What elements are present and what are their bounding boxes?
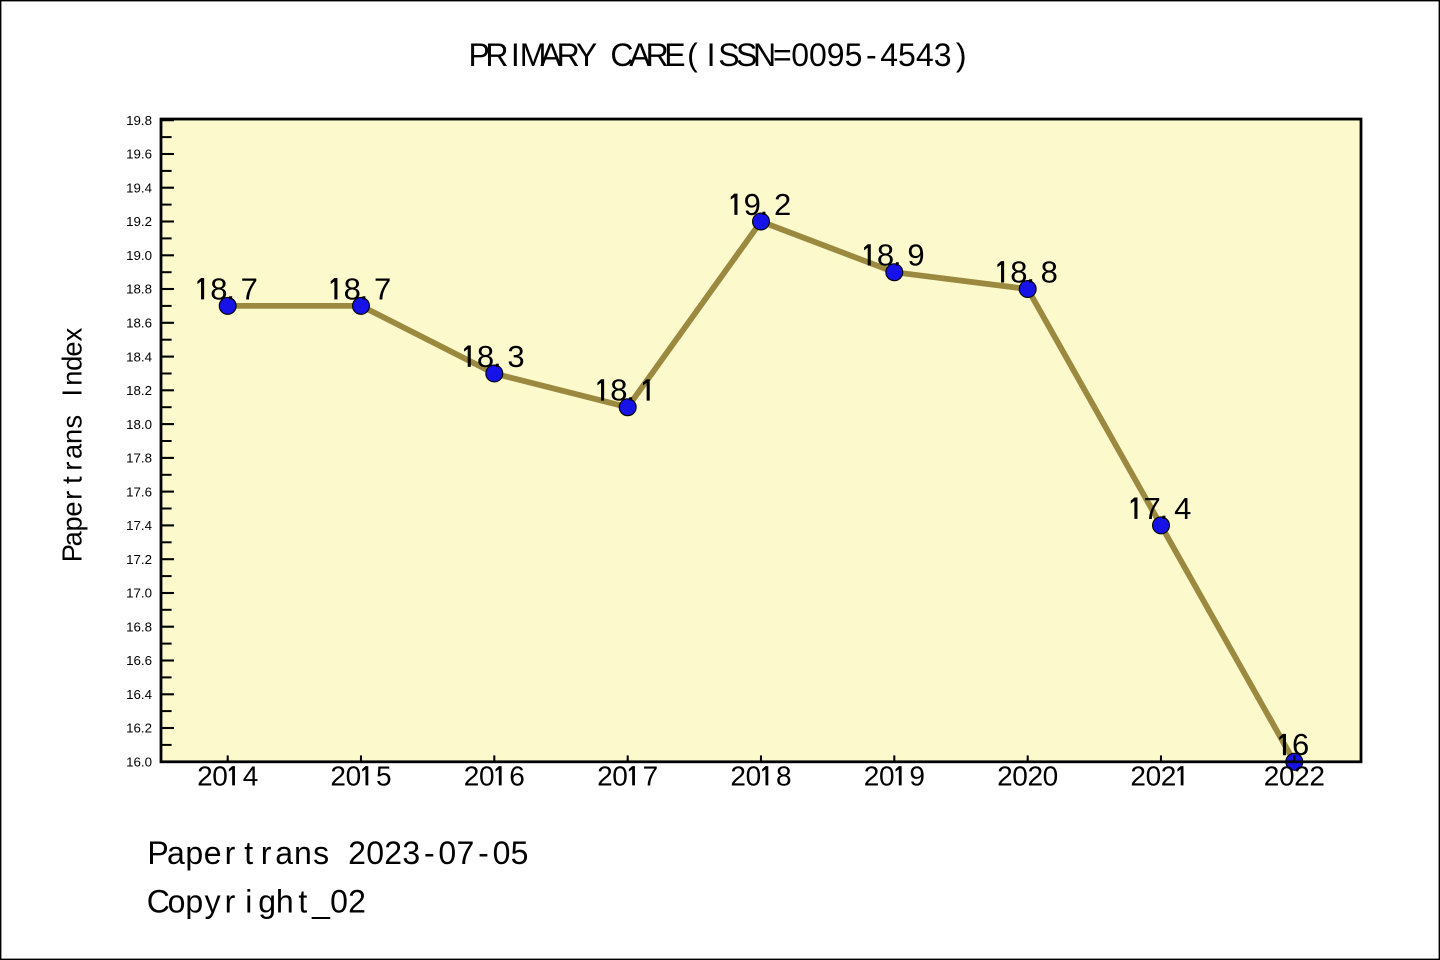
svg-text:8.: 8. <box>610 373 635 408</box>
svg-text:8.7: 8.7 <box>210 271 258 306</box>
svg-text:PRIMARYCARE(ISSN=0095-4543): PRIMARYCARE(ISSN=0095-4543) <box>469 37 967 73</box>
svg-text:17.6: 17.6 <box>126 484 152 499</box>
svg-text:6: 6 <box>1292 727 1309 762</box>
svg-text:8.9: 8.9 <box>877 238 925 273</box>
svg-text:207: 207 <box>597 760 658 791</box>
svg-text:206: 206 <box>464 760 525 791</box>
svg-text:8.3: 8.3 <box>477 339 525 374</box>
svg-text:18.4: 18.4 <box>126 349 152 364</box>
svg-text:18.0: 18.0 <box>126 417 152 432</box>
svg-text:209: 209 <box>864 760 925 791</box>
svg-text:208: 208 <box>730 760 791 791</box>
svg-text:19.0: 19.0 <box>126 248 152 263</box>
svg-text:17.8: 17.8 <box>126 451 152 466</box>
svg-text:2022: 2022 <box>1264 760 1325 791</box>
svg-text:16.2: 16.2 <box>126 721 152 736</box>
svg-text:205: 205 <box>330 760 391 791</box>
svg-text:19.4: 19.4 <box>126 180 152 195</box>
svg-text:16.6: 16.6 <box>126 653 152 668</box>
svg-text:204: 204 <box>197 760 258 791</box>
svg-text:7.4: 7.4 <box>1144 491 1192 526</box>
svg-text:19.8: 19.8 <box>126 113 152 128</box>
svg-text:PapertransIndex: PapertransIndex <box>56 327 87 562</box>
svg-text:9.2: 9.2 <box>744 187 792 222</box>
svg-text:19.2: 19.2 <box>126 214 152 229</box>
svg-text:202: 202 <box>1130 760 1176 791</box>
svg-text:17.0: 17.0 <box>126 586 152 601</box>
svg-text:8.7: 8.7 <box>344 271 392 306</box>
svg-text:8.8: 8.8 <box>1010 254 1058 289</box>
svg-text:18.2: 18.2 <box>126 383 152 398</box>
svg-text:16.4: 16.4 <box>126 687 152 702</box>
svg-text:17.4: 17.4 <box>126 518 152 533</box>
svg-text:2020: 2020 <box>997 760 1058 791</box>
svg-text:16.8: 16.8 <box>126 619 152 634</box>
svg-text:16.0: 16.0 <box>126 755 152 770</box>
svg-text:17.2: 17.2 <box>126 552 152 567</box>
svg-text:19.6: 19.6 <box>126 147 152 162</box>
svg-text:18.8: 18.8 <box>126 282 152 297</box>
svg-text:18.6: 18.6 <box>126 316 152 331</box>
